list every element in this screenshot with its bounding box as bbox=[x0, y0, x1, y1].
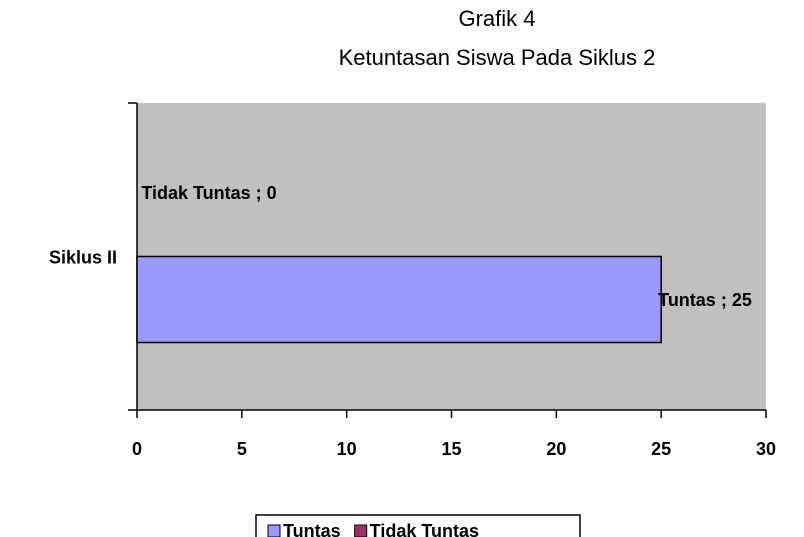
legend-label: Tidak Tuntas bbox=[370, 521, 479, 537]
legend-label: Tuntas bbox=[283, 521, 341, 537]
legend-swatch bbox=[354, 524, 368, 537]
data-label: Tidak Tuntas ; 0 bbox=[141, 182, 277, 203]
x-tick-label: 5 bbox=[237, 439, 247, 459]
x-tick-label: 20 bbox=[546, 439, 566, 459]
bar bbox=[136, 255, 662, 344]
data-label: Tuntas ; 25 bbox=[658, 289, 752, 310]
legend-swatch bbox=[267, 524, 281, 537]
x-tick-label: 0 bbox=[132, 439, 142, 459]
chart-title: Grafik 4 bbox=[458, 6, 535, 31]
x-tick-label: 25 bbox=[651, 439, 671, 459]
x-tick-label: 30 bbox=[756, 439, 776, 459]
x-tick-label: 10 bbox=[337, 439, 357, 459]
y-tick-label: Siklus II bbox=[49, 247, 117, 267]
chart-subtitle: Ketuntasan Siswa Pada Siklus 2 bbox=[339, 45, 656, 70]
legend-box bbox=[255, 514, 581, 537]
x-tick-label: 15 bbox=[441, 439, 461, 459]
